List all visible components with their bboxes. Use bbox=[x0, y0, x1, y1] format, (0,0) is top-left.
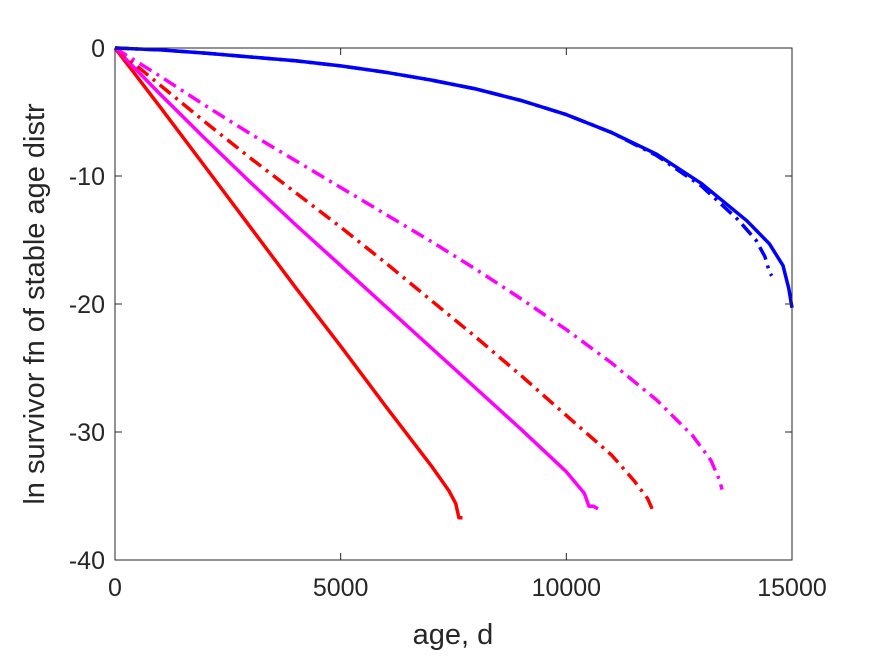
y-tick-label: -40 bbox=[69, 547, 105, 575]
y-axis-title: ln survivor fn of stable age distr bbox=[19, 103, 51, 505]
y-tick-label: -30 bbox=[69, 419, 105, 447]
x-tick-label: 0 bbox=[108, 574, 122, 602]
plot-background bbox=[115, 48, 792, 560]
series-line-2 bbox=[113, 46, 599, 511]
x-axis-title: age, d bbox=[413, 619, 494, 651]
series-line-3 bbox=[113, 46, 654, 510]
y-tick-label: 0 bbox=[91, 35, 105, 63]
series-layer bbox=[113, 46, 794, 520]
tick-layer: 0 5000 10000 15000 0 -10 -20 -30 -40 bbox=[69, 35, 827, 602]
series-line-6 bbox=[114, 46, 794, 309]
x-tick-label: 10000 bbox=[532, 574, 602, 602]
series-line-4 bbox=[114, 46, 724, 491]
series-line-1 bbox=[113, 46, 463, 520]
x-tick-label: 15000 bbox=[757, 574, 827, 602]
x-tick-label: 5000 bbox=[313, 574, 369, 602]
y-tick-label: -10 bbox=[69, 163, 105, 191]
y-tick-label: -20 bbox=[69, 291, 105, 319]
